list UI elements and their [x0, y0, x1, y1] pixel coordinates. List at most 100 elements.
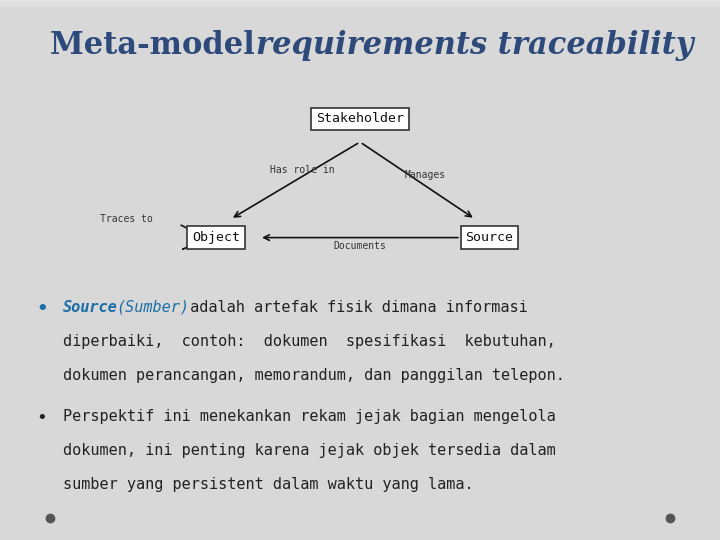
Bar	[0, 1, 720, 3]
Bar	[0, 3, 720, 5]
Bar	[0, 1, 720, 4]
Bar	[0, 2, 720, 5]
Bar	[0, 0, 720, 3]
Bar	[0, 2, 720, 5]
Bar	[0, 3, 720, 5]
Text: adalah artefak fisik dimana informasi: adalah artefak fisik dimana informasi	[181, 300, 528, 315]
Bar	[0, 2, 720, 5]
Bar	[0, 1, 720, 4]
Bar	[0, 1, 720, 3]
Bar	[0, 0, 720, 3]
Bar	[0, 2, 720, 5]
Bar	[0, 1, 720, 3]
Bar	[0, 0, 720, 3]
Bar	[0, 1, 720, 4]
Bar	[0, 1, 720, 3]
Bar	[0, 2, 720, 5]
Bar	[0, 1, 720, 3]
Bar	[0, 2, 720, 4]
Text: dokumen perancangan, memorandum, dan panggilan telepon.: dokumen perancangan, memorandum, dan pan…	[63, 368, 565, 383]
Bar	[0, 2, 720, 4]
Bar	[0, 3, 720, 5]
Bar	[0, 1, 720, 4]
Bar	[0, 1, 720, 4]
Text: Documents: Documents	[333, 241, 387, 251]
Bar	[0, 2, 720, 5]
Bar	[0, 1, 720, 3]
Bar	[0, 2, 720, 5]
Text: Stakeholder: Stakeholder	[316, 112, 404, 125]
Bar	[0, 0, 720, 3]
Bar	[0, 2, 720, 5]
Bar	[0, 1, 720, 3]
Bar	[0, 1, 720, 3]
Bar	[0, 2, 720, 5]
Bar	[0, 2, 720, 5]
Bar	[0, 1, 720, 3]
Bar	[0, 0, 720, 3]
Bar	[0, 1, 720, 3]
Bar	[0, 1, 720, 4]
Bar	[0, 2, 720, 4]
Bar	[0, 2, 720, 5]
Bar	[0, 2, 720, 5]
Bar	[0, 1, 720, 4]
Bar	[0, 1, 720, 3]
Bar	[0, 2, 720, 5]
Bar	[0, 3, 720, 5]
Bar	[0, 2, 720, 4]
Bar	[0, 0, 720, 3]
Bar	[0, 1, 720, 4]
Bar	[0, 2, 720, 5]
Bar	[0, 1, 720, 3]
Bar	[0, 2, 720, 4]
Bar	[0, 0, 720, 3]
Bar	[0, 2, 720, 4]
Bar	[0, 1, 720, 4]
Text: •: •	[36, 409, 47, 427]
Bar	[0, 1, 720, 3]
Bar	[0, 0, 720, 3]
Bar	[0, 3, 720, 5]
Bar	[0, 2, 720, 5]
Bar	[0, 2, 720, 4]
Bar	[0, 2, 720, 4]
Bar	[0, 1, 720, 4]
Bar	[0, 2, 720, 4]
Bar	[0, 2, 720, 5]
Bar	[0, 0, 720, 3]
Bar	[0, 1, 720, 4]
Bar	[0, 3, 720, 5]
Bar	[0, 1, 720, 3]
Bar	[0, 2, 720, 4]
Bar	[0, 2, 720, 5]
Bar	[0, 2, 720, 4]
Bar	[0, 1, 720, 4]
Text: diperbaiki,  contoh:  dokumen  spesifikasi  kebutuhan,: diperbaiki, contoh: dokumen spesifikasi …	[63, 334, 556, 349]
Bar	[0, 1, 720, 4]
Text: Perspektif ini menekankan rekam jejak bagian mengelola: Perspektif ini menekankan rekam jejak ba…	[63, 409, 556, 423]
Bar	[0, 0, 720, 3]
Bar	[0, 0, 720, 3]
Bar	[0, 1, 720, 3]
Bar	[0, 1, 720, 3]
Bar	[0, 2, 720, 5]
Bar	[0, 2, 720, 4]
Bar	[0, 2, 720, 4]
Bar	[0, 0, 720, 3]
Bar	[0, 2, 720, 4]
Bar	[0, 1, 720, 4]
Text: Source: Source	[63, 300, 118, 315]
Bar	[0, 1, 720, 3]
Bar	[0, 0, 720, 3]
Bar	[0, 1, 720, 4]
Bar	[0, 2, 720, 4]
Bar	[0, 2, 720, 5]
Bar	[0, 2, 720, 4]
Bar	[0, 3, 720, 5]
Bar	[0, 1, 720, 3]
Bar	[0, 1, 720, 4]
Bar	[0, 3, 720, 5]
Bar	[0, 2, 720, 5]
Bar	[0, 1, 720, 4]
